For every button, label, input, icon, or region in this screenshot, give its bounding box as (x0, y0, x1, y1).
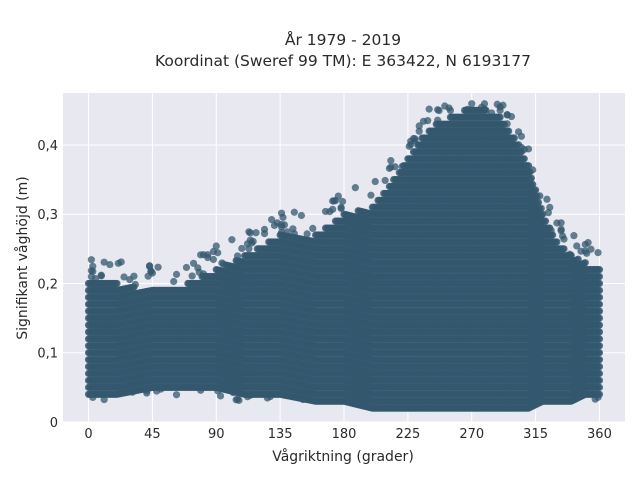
data-point (113, 279, 121, 288)
data-points (84, 100, 604, 412)
chart-title-line1: År 1979 - 2019 (285, 30, 401, 49)
chart-title-line2: Koordinat (Sweref 99 TM): E 363422, N 61… (155, 52, 531, 70)
